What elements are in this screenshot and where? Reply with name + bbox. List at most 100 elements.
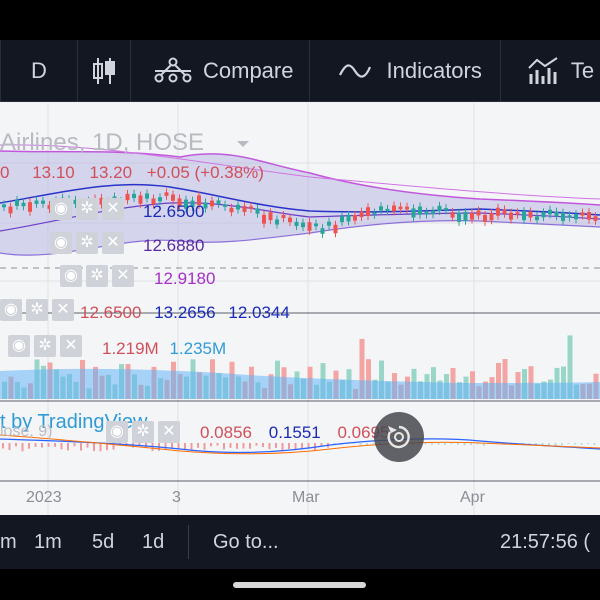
macd-hist-bar	[463, 443, 466, 446]
close-icon[interactable]: ✕	[102, 232, 124, 254]
chart-style-button[interactable]	[78, 40, 130, 101]
chart-area[interactable]: Airlines, 1D, HOSE 0 13.10 13.20 +0.05 (…	[0, 103, 600, 515]
close-icon[interactable]: ✕	[112, 265, 134, 287]
candle-body	[327, 221, 331, 226]
macd-hist-bar	[567, 443, 570, 445]
candle-body	[236, 204, 240, 210]
interval-button[interactable]: D	[1, 40, 77, 101]
macd-hist-bar	[80, 443, 82, 451]
eye-icon[interactable]: ◉	[106, 421, 128, 443]
close-icon[interactable]: ✕	[60, 335, 82, 357]
indicators-label: Indicators	[386, 57, 482, 83]
gear-icon[interactable]: ✲	[34, 335, 56, 357]
candle-body	[489, 213, 494, 221]
close-icon[interactable]: ✕	[52, 299, 74, 321]
range-button-5d[interactable]: 5d	[92, 531, 115, 553]
macd-hist-bar	[470, 443, 472, 446]
candle-body	[522, 211, 526, 221]
macd-hist-bar	[333, 443, 336, 444]
bb-fill	[0, 151, 600, 256]
replay-button[interactable]	[374, 412, 424, 462]
candle-body	[424, 211, 429, 215]
templates-button[interactable]: Te	[501, 40, 594, 101]
macd-hist-bar	[223, 443, 225, 450]
candle-body	[548, 209, 552, 215]
range-button[interactable]: m	[0, 531, 17, 553]
macd-hist-bar	[522, 443, 524, 444]
volume-bar	[502, 359, 508, 399]
candle-body	[28, 202, 32, 212]
candle-body	[535, 216, 539, 221]
eye-icon[interactable]: ◉	[60, 265, 82, 287]
macd-hist-bar	[359, 443, 362, 446]
bb-basis-line	[0, 183, 600, 216]
gear-icon[interactable]: ✲	[86, 265, 108, 287]
bb-legend: 12.6500 13.2656 12.0344	[80, 303, 290, 323]
candle-body	[593, 216, 598, 221]
candle-body	[444, 208, 448, 211]
candle-body	[346, 214, 351, 222]
eye-icon[interactable]: ◉	[50, 232, 72, 254]
macd-hist-bar	[41, 443, 43, 448]
candle-body	[320, 228, 325, 234]
range-button-1m[interactable]: 1m	[34, 531, 62, 553]
candle-body	[385, 208, 390, 211]
chart-canvas[interactable]	[0, 103, 600, 515]
candle-body	[580, 212, 585, 216]
eye-icon[interactable]: ◉	[8, 335, 30, 357]
candle-body	[158, 197, 162, 202]
ohlc-legend: 0 13.10 13.20 +0.05 (+0.38%)	[0, 163, 264, 183]
macd-hist-bar	[424, 443, 427, 445]
symbol-title[interactable]: Airlines, 1D, HOSE	[0, 129, 205, 156]
candle-body	[502, 209, 507, 214]
macd-hist-bar	[184, 443, 186, 450]
chart-toolbar: D	[0, 40, 600, 102]
volume-value: 1.219M	[102, 339, 159, 358]
gear-icon[interactable]: ✲	[132, 421, 154, 443]
chevron-down-icon[interactable]	[236, 139, 250, 149]
macd-hist-bar	[275, 443, 277, 448]
home-indicator[interactable]	[233, 582, 366, 588]
candle-body	[190, 200, 195, 207]
indicator-controls: ◉ ✲ ✕	[0, 299, 74, 321]
gear-icon[interactable]: ✲	[26, 299, 48, 321]
macd-value: 0.1551	[268, 423, 321, 442]
macd-hist-bar	[177, 443, 180, 450]
macd-hist-bar	[21, 443, 24, 452]
macd-hist-bar	[229, 443, 232, 448]
candle-body	[125, 193, 130, 201]
goto-button[interactable]: Go to...	[213, 531, 279, 553]
bb-basis-value: 12.6500	[143, 202, 205, 221]
candle-body	[359, 211, 364, 218]
gear-icon[interactable]: ✲	[76, 232, 98, 254]
candle-body	[164, 192, 169, 196]
macd-hist-bar	[554, 443, 557, 446]
volume-legend: 1.219M 1.235M	[102, 339, 226, 359]
bb-upper-line	[0, 150, 600, 206]
candle-body	[41, 200, 45, 204]
macd-hist-bar	[483, 443, 485, 446]
candle-body	[145, 193, 149, 199]
indicators-button[interactable]: Indicators	[310, 40, 499, 101]
candle-body	[411, 208, 416, 218]
close-icon[interactable]: ✕	[158, 421, 180, 443]
macd-hist-bar	[320, 443, 323, 446]
eye-icon[interactable]: ◉	[0, 299, 22, 321]
eye-icon[interactable]: ◉	[50, 198, 72, 220]
candle-body	[242, 206, 247, 212]
gear-icon[interactable]: ✲	[76, 198, 98, 220]
candle-body	[567, 215, 572, 218]
clock-readout[interactable]: 21:57:56 (	[500, 531, 591, 553]
close-icon[interactable]: ✕	[102, 198, 124, 220]
candle-body	[398, 206, 403, 210]
candle-body	[203, 202, 208, 209]
candle-body	[275, 219, 279, 225]
indicator-controls: ◉ ✲ ✕	[60, 265, 134, 287]
candle-body	[379, 206, 383, 211]
macd-hist-bar	[281, 443, 284, 452]
range-button-1d[interactable]: 1d	[142, 531, 165, 553]
macd-hist-bar	[8, 443, 11, 451]
macd-hist-bar	[99, 443, 102, 452]
compare-button[interactable]: Compare	[131, 40, 309, 101]
indicator-controls: ◉ ✲ ✕	[50, 198, 124, 220]
